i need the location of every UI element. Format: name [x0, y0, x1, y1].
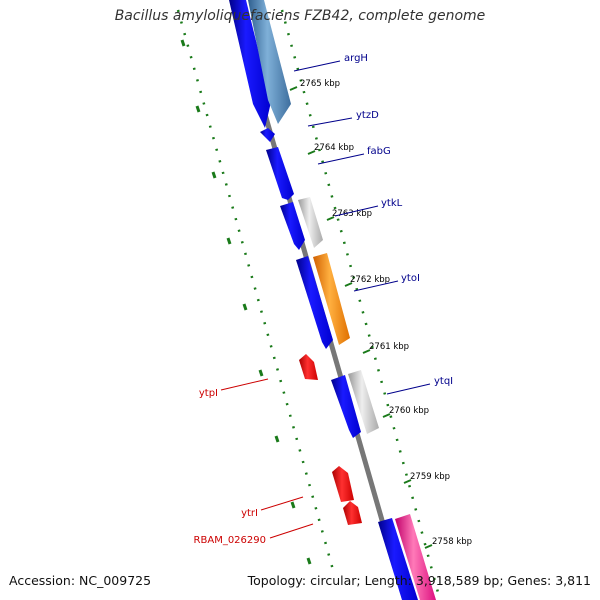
- gene-label-leader: [220, 378, 269, 391]
- gene-label: ytkL: [381, 198, 403, 209]
- tick-label: 2760 kbp: [389, 406, 429, 416]
- gene-label-leader: [307, 117, 353, 127]
- tick-mark: [307, 150, 316, 155]
- inner-ring-dash: [258, 369, 264, 377]
- inner-ring-dash: [211, 171, 217, 179]
- gene-label-leader: [386, 383, 431, 395]
- outer-dot-ring: [280, 9, 442, 600]
- gene-label: ytoI: [401, 273, 420, 284]
- tick-label: 2762 kbp: [350, 275, 390, 285]
- gene-arrow: [331, 375, 361, 438]
- tick-mark: [326, 216, 335, 221]
- inner-ring-dash: [242, 303, 248, 311]
- tick-label: 2761 kbp: [369, 342, 409, 352]
- inner-ring-dash: [274, 435, 280, 443]
- gene-label-leader: [260, 496, 304, 511]
- gene-arrow: [313, 253, 350, 345]
- gene-label-leader: [293, 60, 341, 72]
- gene-arrow: [348, 370, 379, 434]
- gene-label: fabG: [367, 146, 391, 157]
- inner-ring-dash: [306, 557, 312, 565]
- tick-mark: [424, 544, 433, 549]
- gene-label-leader: [353, 280, 399, 292]
- gene-arrow: [280, 202, 305, 250]
- gene-arrow: [266, 147, 294, 200]
- tick-mark: [403, 479, 412, 484]
- gene-label: argH: [344, 53, 368, 64]
- tick-label: 2764 kbp: [314, 143, 354, 153]
- gene-arrow: [395, 514, 436, 600]
- accession-text: Accession: NC_009725: [9, 573, 152, 588]
- inner-ring-dash: [290, 501, 296, 509]
- gene-arrow: [332, 466, 354, 502]
- gene-label-leader: [334, 205, 379, 217]
- tick-mark: [289, 86, 298, 91]
- gene-label: ytqI: [434, 376, 453, 387]
- gene-arrow: [248, 0, 291, 124]
- tick-label: 2765 kbp: [300, 79, 340, 89]
- gene-arrow: [299, 354, 318, 380]
- gene-arrow: [229, 0, 271, 128]
- tick-label: 2759 kbp: [410, 472, 450, 482]
- gene-label: ytpI: [199, 388, 218, 399]
- inner-ring-dash: [226, 237, 232, 245]
- tick-label: 2758 kbp: [432, 537, 472, 547]
- inner-ring-dash: [195, 105, 201, 113]
- gene-arrow: [260, 128, 275, 142]
- gene-label-leader: [269, 523, 314, 539]
- gene-label: ytzD: [356, 110, 379, 121]
- tick-mark: [344, 282, 353, 287]
- tick-label: 2763 kbp: [332, 209, 372, 219]
- tick-mark: [382, 413, 391, 418]
- gene-arrow: [298, 197, 323, 248]
- gene-label: ytrI: [241, 508, 258, 519]
- gene-label: RBAM_026290: [194, 535, 266, 546]
- inner-dot-ring: [176, 9, 335, 571]
- tick-mark: [362, 349, 371, 354]
- gene-arrow: [296, 256, 333, 349]
- inner-ring-dash: [180, 39, 186, 47]
- genome-info-text: Topology: circular; Length: 3,918,589 bp…: [247, 573, 591, 588]
- map-title: Bacillus amyloliquefaciens FZB42, comple…: [114, 8, 486, 24]
- gene-arrow: [378, 518, 418, 600]
- gene-arrow: [343, 501, 362, 525]
- gene-label-leader: [317, 153, 365, 165]
